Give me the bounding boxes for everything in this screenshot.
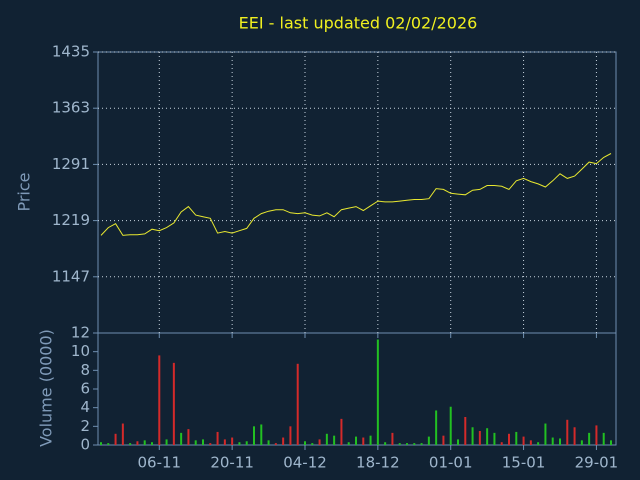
volume-bar bbox=[194, 440, 197, 445]
volume-bar bbox=[529, 440, 532, 445]
volume-bar bbox=[245, 441, 248, 445]
volume-bar bbox=[464, 417, 467, 445]
y-tick-label: 1147 bbox=[52, 267, 90, 285]
y-tick-label: 1291 bbox=[52, 155, 90, 173]
x-tick-label: 01-01 bbox=[429, 454, 473, 472]
volume-bar bbox=[471, 427, 474, 445]
volume-bar bbox=[449, 406, 452, 445]
volume-bar bbox=[216, 431, 219, 445]
volume-bar bbox=[158, 355, 161, 445]
volume-bar bbox=[121, 423, 124, 445]
y2-axis-label: Volume (0000) bbox=[37, 329, 56, 447]
price-line bbox=[100, 153, 612, 236]
volume-bar bbox=[420, 443, 423, 445]
volume-bar bbox=[238, 442, 241, 445]
x-tick-label: 15-01 bbox=[502, 454, 546, 472]
volume-bar bbox=[486, 428, 489, 445]
y-tick-label: 1219 bbox=[52, 211, 90, 229]
volume-bar bbox=[398, 443, 401, 445]
y2-tick-label: 6 bbox=[80, 380, 90, 398]
volume-bar bbox=[165, 439, 168, 445]
volume-bar bbox=[267, 440, 270, 445]
y2-tick-label: 10 bbox=[71, 342, 90, 360]
volume-bar bbox=[406, 443, 408, 445]
volume-bar bbox=[573, 427, 576, 445]
volume-bar bbox=[289, 426, 292, 445]
volume-bar bbox=[413, 443, 416, 445]
volume-bar bbox=[151, 442, 153, 445]
volume-bar bbox=[107, 443, 110, 445]
x-tick-label: 04-12 bbox=[283, 454, 327, 472]
volume-bar bbox=[274, 443, 277, 445]
volume-bar bbox=[537, 442, 540, 445]
volume-bar bbox=[442, 435, 445, 445]
chart-title: EEI - last updated 02/02/2026 bbox=[239, 14, 478, 33]
y2-tick-label: 12 bbox=[71, 324, 90, 342]
volume-bar bbox=[223, 439, 226, 445]
volume-bar bbox=[391, 432, 394, 445]
volume-bar bbox=[362, 437, 365, 445]
volume-bar bbox=[333, 435, 336, 445]
volume-bar bbox=[493, 432, 496, 445]
volume-bar bbox=[595, 425, 598, 445]
volume-bar bbox=[500, 442, 503, 445]
volume-bar bbox=[384, 442, 387, 445]
volume-bar bbox=[209, 443, 212, 445]
volume-bar bbox=[202, 439, 204, 445]
volume-bar bbox=[515, 431, 518, 445]
volume-bar bbox=[566, 419, 569, 445]
volume-bar bbox=[340, 418, 343, 445]
volume-bar bbox=[602, 432, 605, 445]
volume-bar bbox=[311, 443, 314, 445]
volume-bar bbox=[136, 441, 139, 445]
volume-bar bbox=[304, 441, 306, 445]
volume-bar bbox=[544, 423, 547, 445]
volume-bar bbox=[129, 443, 132, 445]
volume-bar bbox=[522, 436, 525, 445]
volume-bar bbox=[551, 437, 554, 445]
volume-bar bbox=[231, 437, 234, 445]
volume-bar bbox=[580, 440, 583, 445]
volume-bar bbox=[172, 362, 175, 445]
volume-bar bbox=[114, 433, 117, 445]
volume-bar bbox=[253, 426, 255, 445]
volume-bar bbox=[318, 439, 321, 445]
volume-bar bbox=[347, 442, 350, 445]
volume-bar bbox=[187, 429, 190, 445]
y2-tick-label: 2 bbox=[80, 417, 90, 435]
x-tick-label: 06-11 bbox=[137, 454, 181, 472]
volume-bar bbox=[180, 432, 183, 445]
volume-bar bbox=[508, 433, 510, 445]
y-tick-label: 1435 bbox=[52, 43, 90, 61]
volume-bar bbox=[100, 442, 102, 445]
y-axis-label: Price bbox=[15, 172, 34, 211]
volume-bar bbox=[143, 440, 146, 445]
volume-bar bbox=[260, 424, 263, 445]
volume-bar bbox=[296, 363, 299, 445]
volume-bar bbox=[457, 439, 459, 445]
volume-bar bbox=[376, 339, 379, 445]
volume-bar bbox=[559, 438, 561, 445]
volume-bar bbox=[355, 436, 357, 445]
volume-bar bbox=[369, 435, 372, 445]
y-tick-label: 1363 bbox=[52, 99, 90, 117]
volume-bar bbox=[435, 410, 438, 445]
volume-bar bbox=[427, 436, 430, 445]
x-tick-label: 29-01 bbox=[575, 454, 619, 472]
x-tick-label: 18-12 bbox=[356, 454, 400, 472]
y2-tick-label: 8 bbox=[80, 361, 90, 379]
y2-tick-label: 4 bbox=[80, 398, 90, 416]
y2-tick-label: 0 bbox=[80, 436, 90, 454]
x-tick-label: 20-11 bbox=[210, 454, 254, 472]
volume-bar bbox=[588, 432, 591, 445]
volume-bar bbox=[478, 431, 481, 445]
volume-bar bbox=[282, 437, 285, 445]
volume-bar bbox=[610, 440, 612, 445]
volume-bar bbox=[325, 433, 328, 445]
